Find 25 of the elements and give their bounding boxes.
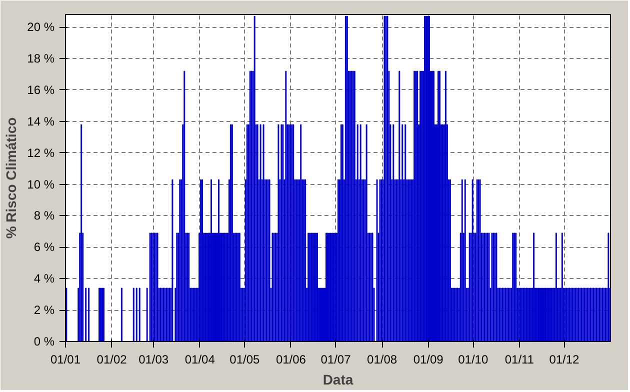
y-tick-label: 16 % — [27, 82, 55, 97]
y-tick-label: 8 % — [34, 208, 55, 223]
x-tick-label: 01/05 — [230, 352, 260, 366]
x-tick-label: 01/09 — [413, 352, 444, 366]
y-axis-title: % Risco Climático — [3, 117, 20, 239]
y-tick-label: 12 % — [27, 146, 55, 160]
x-tick-label: 01/01 — [50, 352, 81, 366]
x-tick-label: 01/02 — [96, 352, 128, 366]
x-axis-title: Data — [322, 372, 354, 388]
y-tick-label: 10 % — [27, 177, 55, 192]
y-tick-label: 6 % — [34, 240, 55, 254]
y-tick-label: 14 % — [27, 114, 55, 128]
x-tick-label: 01/10 — [458, 352, 488, 366]
y-tick-label: 20 % — [27, 20, 55, 34]
x-tick-label: 01/04 — [184, 352, 216, 366]
y-tick-label: 18 % — [27, 52, 55, 66]
x-tick-label: 01/07 — [320, 352, 352, 366]
y-tick-label: 4 % — [34, 272, 55, 286]
x-tick-label: 01/12 — [549, 352, 580, 366]
y-tick-label: 2 % — [34, 303, 55, 318]
x-tick-label: 01/06 — [276, 352, 306, 366]
x-tick-label: 01/03 — [138, 352, 169, 366]
y-tick-label: 0 % — [34, 334, 55, 348]
x-tick-label: 01/08 — [367, 352, 398, 366]
x-tick-label: 01/11 — [504, 352, 534, 366]
